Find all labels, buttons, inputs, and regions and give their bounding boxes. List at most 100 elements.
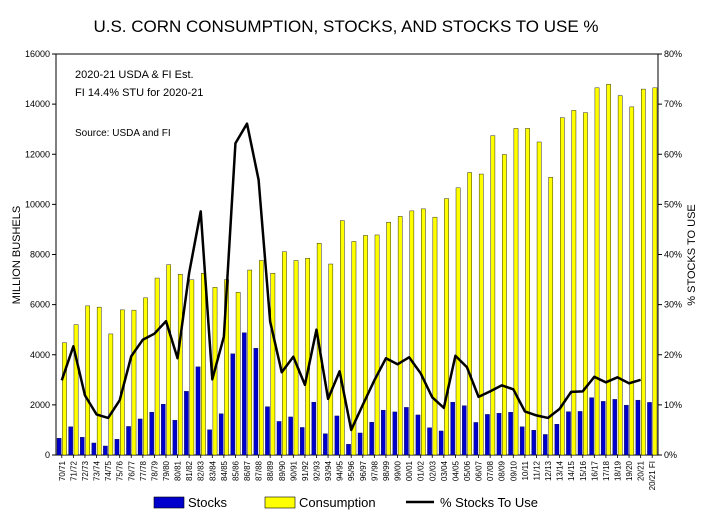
- consumption-bar: [583, 112, 588, 456]
- stu-line: [60, 122, 641, 432]
- y-tick-label: 2000: [30, 400, 50, 410]
- consumption-bar: [154, 277, 160, 456]
- y-tick-label: 10000: [25, 199, 50, 209]
- x-tick-label: 00/01: [405, 460, 414, 481]
- x-tick-label: 06/07: [475, 460, 484, 481]
- consumption-bar: [108, 333, 114, 456]
- stocks-bar: [149, 411, 154, 456]
- x-tick-label: 01/02: [417, 460, 426, 481]
- y-tick-label: 12000: [25, 149, 50, 159]
- y2-tick-label: 40%: [664, 250, 682, 260]
- left-axis-ticks: 0 2000 4000 6000 8000 10000 12000 14000 16000: [25, 49, 56, 460]
- stocks-bar: [207, 429, 212, 456]
- stocks-bar: [462, 405, 467, 456]
- consumption-bar: [258, 260, 264, 456]
- stocks-bar: [265, 406, 270, 456]
- x-tick-label: 75/76: [116, 460, 125, 481]
- x-tick-label: 05/06: [463, 460, 472, 481]
- x-tick-label: 78/79: [150, 460, 159, 481]
- consumption-bar: [166, 264, 171, 456]
- stocks-bar: [299, 427, 305, 456]
- x-tick-label: 20/21: [637, 460, 646, 481]
- consumption-bar: [363, 235, 368, 456]
- x-tick-label: 90/91: [289, 460, 298, 481]
- x-tick-label: 71/72: [69, 460, 78, 481]
- legend-label-stu: % Stocks To Use: [440, 495, 538, 510]
- x-tick-label: 92/93: [312, 460, 321, 481]
- x-tick-label: 15/16: [579, 460, 588, 481]
- y2-tick-label: 10%: [664, 400, 682, 410]
- x-tick-label: 19/20: [625, 460, 634, 481]
- consumption-bar: [73, 324, 79, 456]
- x-tick-label: 17/18: [602, 460, 611, 481]
- y2-tick-label: 30%: [664, 300, 682, 310]
- consumption-bar: [177, 274, 183, 456]
- x-tick-label: 87/88: [255, 460, 264, 481]
- stocks-bar: [438, 430, 444, 456]
- x-tick-label: 79/80: [162, 460, 171, 481]
- y-tick-label: 14000: [25, 99, 50, 109]
- consumption-bar: [525, 128, 530, 456]
- x-tick-label: 84/85: [220, 460, 229, 481]
- x-tick-label: 96/97: [359, 460, 368, 481]
- stocks-bar: [56, 438, 62, 456]
- x-tick-label: 16/17: [590, 460, 599, 481]
- x-tick-label: 94/95: [336, 460, 345, 481]
- stocks-bar: [91, 442, 97, 456]
- stocks-bar: [311, 401, 317, 456]
- x-tick-label: 12/13: [544, 460, 553, 481]
- consumption-bar: [397, 216, 403, 456]
- stocks-bar: [577, 411, 583, 456]
- stocks-bar: [380, 409, 386, 456]
- stocks-bar: [519, 426, 525, 456]
- x-tick-label: 86/87: [243, 460, 252, 481]
- stocks-bar: [346, 444, 351, 456]
- stocks-bar: [450, 401, 455, 456]
- stocks-bar: [276, 421, 282, 456]
- x-tick-label: 88/89: [266, 460, 275, 481]
- x-tick-label: 09/10: [509, 460, 518, 481]
- consumption-bar: [270, 273, 276, 456]
- x-tick-label: 07/08: [486, 460, 495, 481]
- consumption-bar: [305, 258, 310, 456]
- note-fi-stu: FI 14.4% STU for 2020-21: [75, 87, 203, 99]
- x-tick-label: 70/71: [58, 460, 67, 481]
- consumption-bar: [409, 210, 415, 456]
- stocks-bar: [415, 414, 421, 456]
- x-tick-label: 04/05: [451, 460, 460, 481]
- stocks-bar: [253, 348, 259, 456]
- x-tick-label: 11/12: [532, 460, 541, 480]
- stocks-bar: [334, 415, 340, 456]
- legend-swatch-consumption: [264, 496, 296, 509]
- consumption-bar: [444, 198, 449, 456]
- stocks-bar: [126, 426, 131, 456]
- stocks-bar: [647, 402, 652, 456]
- consumption-bar: [131, 309, 137, 456]
- legend-label-consumption: Consumption: [299, 495, 376, 510]
- stocks-bar: [357, 432, 363, 456]
- stocks-bar: [543, 434, 548, 456]
- y2-tick-label: 50%: [664, 199, 682, 209]
- stocks-bar: [103, 445, 108, 456]
- consumption-bar: [85, 305, 90, 456]
- stocks-bar: [369, 422, 374, 456]
- consumption-bar: [374, 234, 380, 456]
- consumption-bar: [629, 106, 635, 456]
- consumption-bar: [62, 342, 67, 456]
- y2-tick-label: 80%: [664, 49, 682, 59]
- consumption-bar: [490, 135, 496, 456]
- left-axis-label: MILLION BUSHELS: [11, 206, 23, 304]
- consumption-bar: [502, 154, 507, 456]
- legend-swatch-stocks: [153, 496, 185, 509]
- consumption-bar: [235, 292, 241, 456]
- consumption-bar: [606, 84, 611, 456]
- x-tick-label: 80/81: [174, 460, 183, 481]
- consumption-bar: [559, 117, 565, 456]
- consumption-bar: [247, 269, 253, 456]
- stocks-bar: [172, 420, 178, 456]
- x-tick-label: 73/74: [93, 460, 102, 481]
- stocks-bar: [68, 426, 73, 456]
- x-tick-label: 83/84: [208, 460, 217, 481]
- x-tick-label: 02/03: [428, 460, 437, 481]
- x-tick-label: 81/82: [185, 460, 194, 481]
